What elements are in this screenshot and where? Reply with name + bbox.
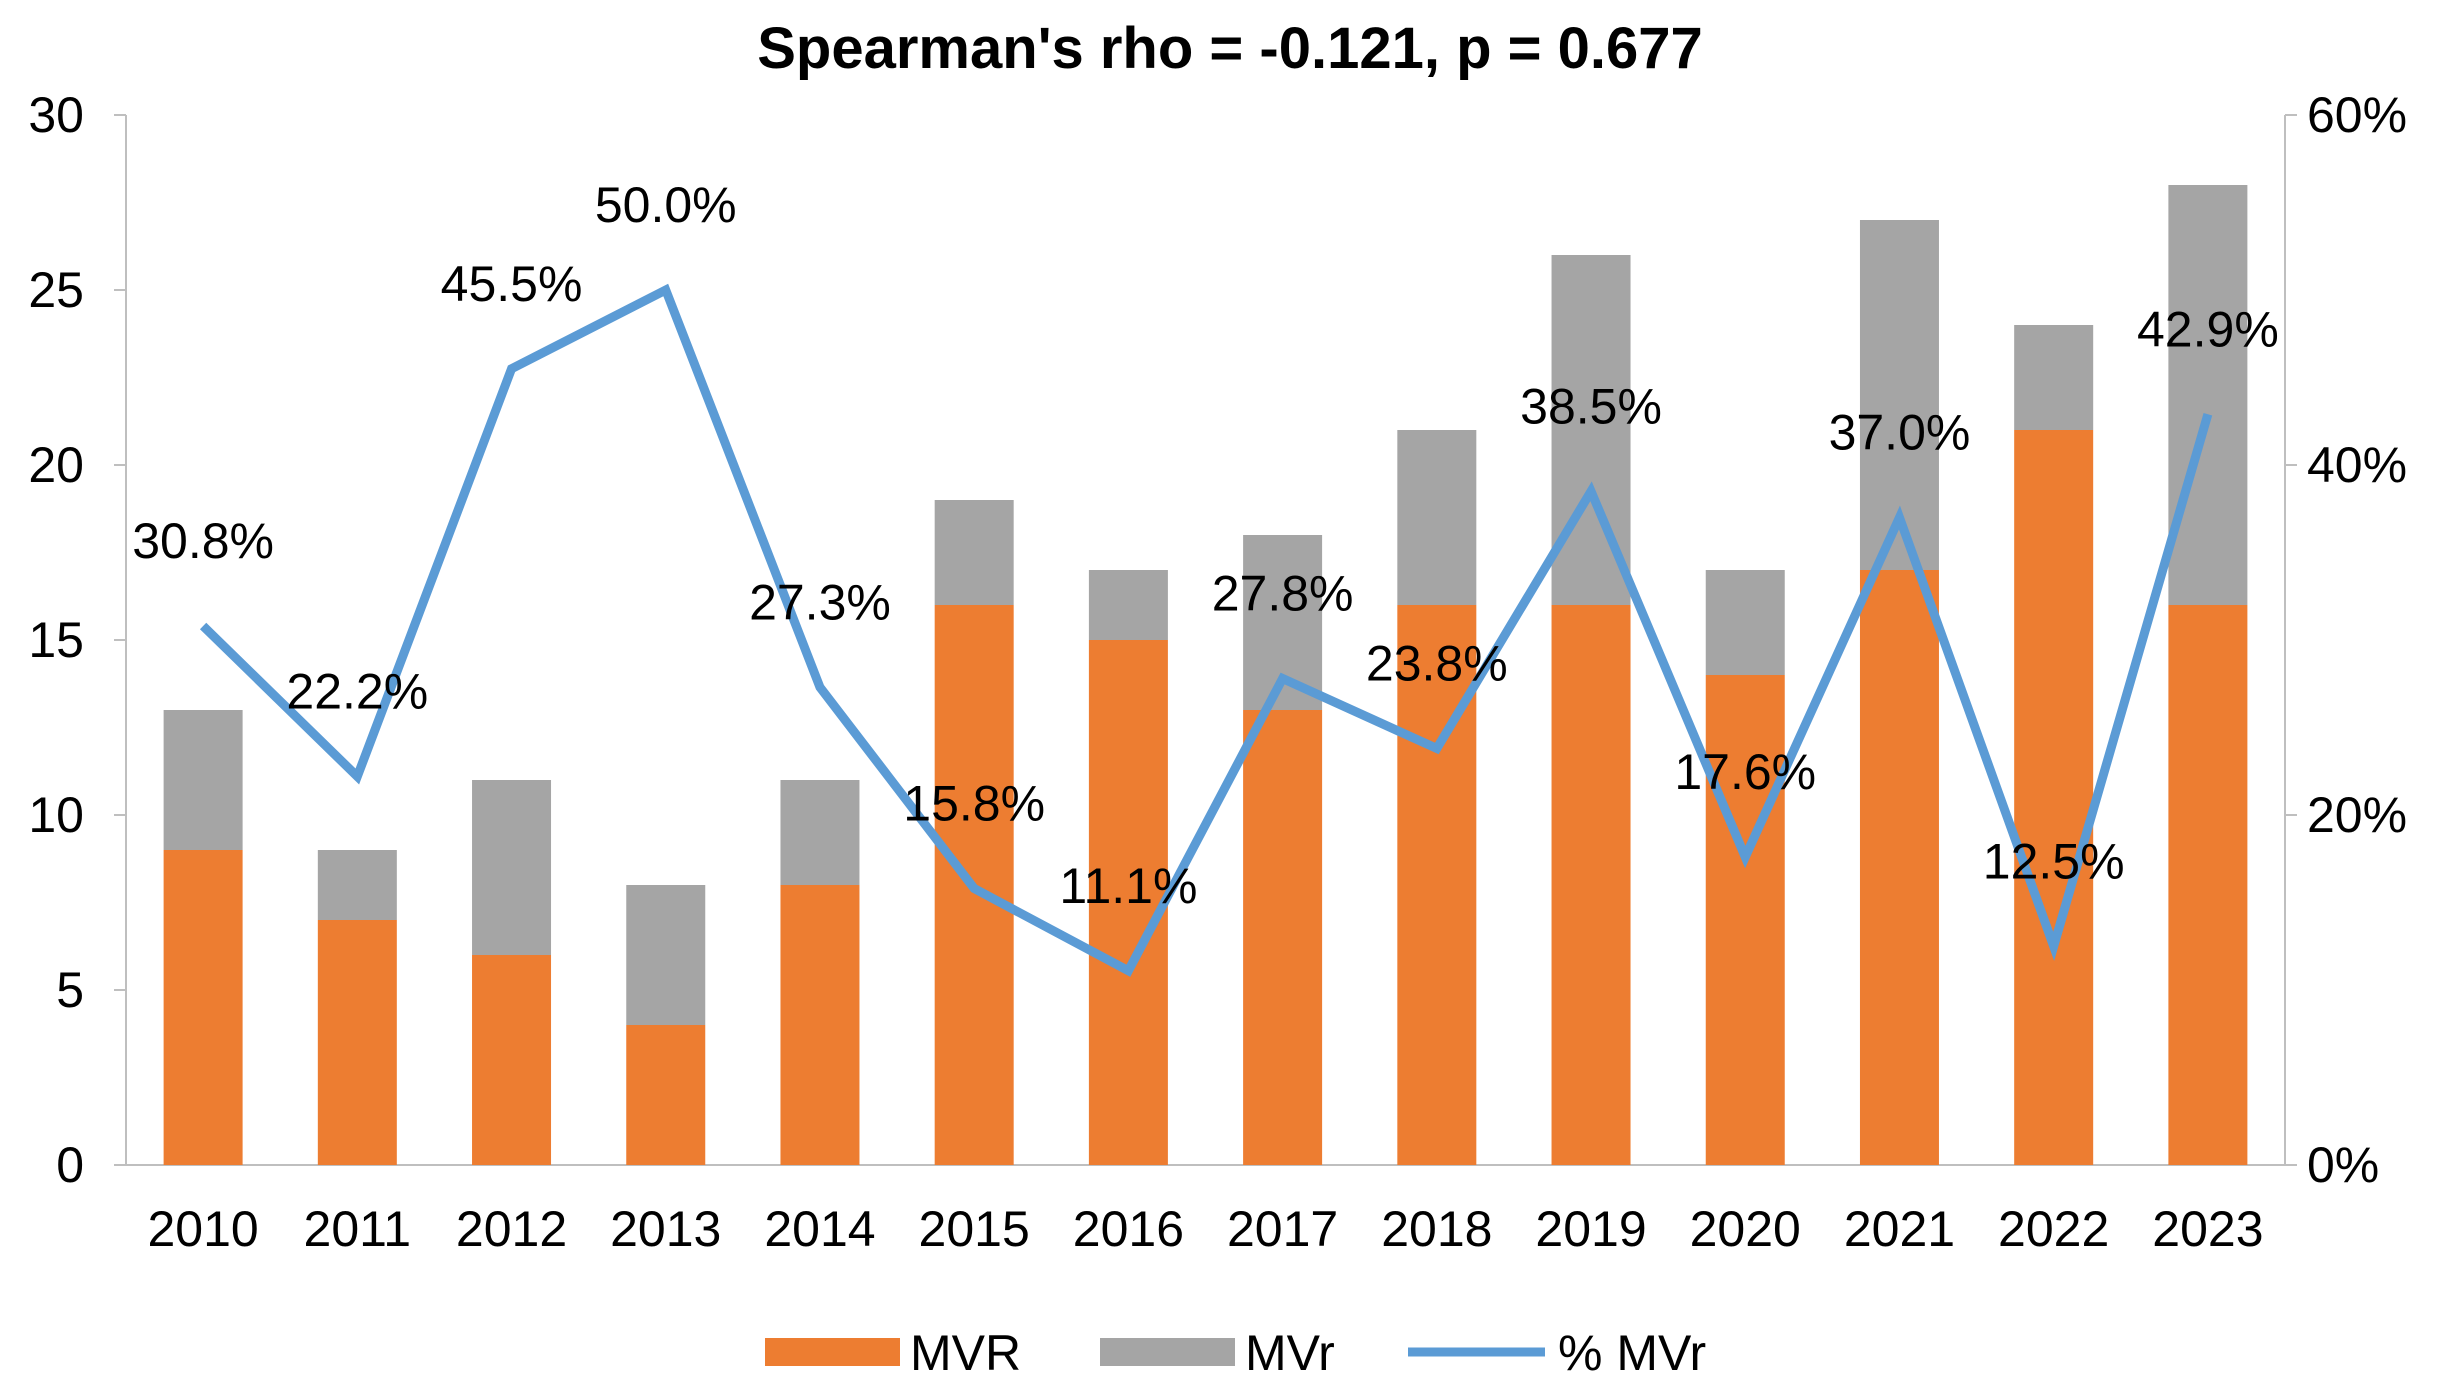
pct-mvr-label: 12.5% bbox=[1983, 833, 2125, 889]
legend-label-mvr: MVR bbox=[910, 1325, 1021, 1381]
x-tick-label: 2013 bbox=[610, 1201, 721, 1257]
pct-mvr-line bbox=[199, 283, 2213, 977]
y2-tick-label: 60% bbox=[2307, 87, 2407, 143]
bar-mvr-lower-2010 bbox=[163, 710, 243, 850]
bar-mvr-lower-2015 bbox=[934, 500, 1014, 605]
pct-mvr-label: 23.8% bbox=[1366, 636, 1508, 692]
y-tick-label: 15 bbox=[28, 612, 84, 668]
x-tick-label: 2023 bbox=[2152, 1201, 2263, 1257]
bar-mvr-lower-2016 bbox=[1088, 570, 1168, 640]
x-tick-label: 2015 bbox=[919, 1201, 1030, 1257]
y2-tick-label: 20% bbox=[2307, 787, 2407, 843]
bar-mvr-2017 bbox=[1243, 710, 1323, 1165]
x-tick-label: 2016 bbox=[1073, 1201, 1184, 1257]
chart-title: Spearman's rho = -0.121, p = 0.677 bbox=[757, 16, 1703, 81]
pct-mvr-label: 17.6% bbox=[1674, 744, 1816, 800]
y2-tick-label: 40% bbox=[2307, 437, 2407, 493]
bar-mvr-2010 bbox=[163, 850, 243, 1165]
pct-mvr-label: 27.8% bbox=[1212, 566, 1354, 622]
legend-swatch-mvr bbox=[765, 1338, 900, 1366]
y-tick-label: 30 bbox=[28, 87, 84, 143]
x-tick-label: 2022 bbox=[1998, 1201, 2109, 1257]
legend-label-pct: % MVr bbox=[1558, 1325, 1706, 1381]
x-tick-label: 2018 bbox=[1381, 1201, 1492, 1257]
bar-mvr-2014 bbox=[780, 885, 860, 1165]
x-tick-label: 2011 bbox=[304, 1201, 412, 1257]
bar-mvr-2016 bbox=[1088, 640, 1168, 1165]
x-tick-label: 2021 bbox=[1844, 1201, 1955, 1257]
pct-mvr-label: 42.9% bbox=[2137, 301, 2279, 357]
x-tick-label: 2020 bbox=[1690, 1201, 1801, 1257]
x-tick-label: 2017 bbox=[1227, 1201, 1338, 1257]
x-tick-label: 2014 bbox=[764, 1201, 875, 1257]
bar-mvr-lower-2011 bbox=[317, 850, 397, 920]
x-tick-label: 2012 bbox=[456, 1201, 567, 1257]
y-tick-label: 5 bbox=[56, 962, 84, 1018]
bar-mvr-lower-2014 bbox=[780, 780, 860, 885]
y2-tick-label: 0% bbox=[2307, 1137, 2379, 1193]
bar-mvr-lower-2013 bbox=[626, 885, 706, 1025]
bar-mvr-lower-2022 bbox=[2014, 325, 2094, 430]
bar-mvr-2013 bbox=[626, 1025, 706, 1165]
bar-mvr-2023 bbox=[2168, 605, 2248, 1165]
pct-mvr-label: 27.3% bbox=[749, 574, 891, 630]
bar-mvr-2022 bbox=[2014, 430, 2094, 1165]
pct-mvr-label: 50.0% bbox=[595, 177, 737, 233]
y-tick-label: 0 bbox=[56, 1137, 84, 1193]
pct-mvr-label: 37.0% bbox=[1829, 405, 1971, 461]
legend-label-mvr-lower: MVr bbox=[1245, 1325, 1335, 1381]
legend-swatch-mvr-lower bbox=[1100, 1338, 1235, 1366]
bar-mvr-lower-2020 bbox=[1705, 570, 1785, 675]
pct-mvr-label: 30.8% bbox=[132, 513, 274, 569]
pct-mvr-label: 15.8% bbox=[903, 776, 1045, 832]
y-tick-label: 10 bbox=[28, 787, 84, 843]
bar-mvr-2012 bbox=[472, 955, 552, 1165]
pct-mvr-label: 22.2% bbox=[286, 664, 428, 720]
x-tick-label: 2019 bbox=[1535, 1201, 1646, 1257]
y-tick-label: 20 bbox=[28, 437, 84, 493]
bar-mvr-lower-2012 bbox=[472, 780, 552, 955]
bar-mvr-lower-2018 bbox=[1397, 430, 1477, 605]
pct-mvr-label: 11.1% bbox=[1059, 858, 1197, 914]
y-tick-label: 25 bbox=[28, 262, 84, 318]
bar-mvr-2011 bbox=[317, 920, 397, 1165]
pct-mvr-label: 45.5% bbox=[441, 256, 583, 312]
pct-mvr-label: 38.5% bbox=[1520, 378, 1662, 434]
bar-mvr-2019 bbox=[1551, 605, 1631, 1165]
bar-mvr-lower-2023 bbox=[2168, 185, 2248, 605]
x-tick-label: 2010 bbox=[147, 1201, 258, 1257]
bar-mvr-2021 bbox=[1859, 570, 1939, 1165]
bar-mvr-2020 bbox=[1705, 675, 1785, 1165]
